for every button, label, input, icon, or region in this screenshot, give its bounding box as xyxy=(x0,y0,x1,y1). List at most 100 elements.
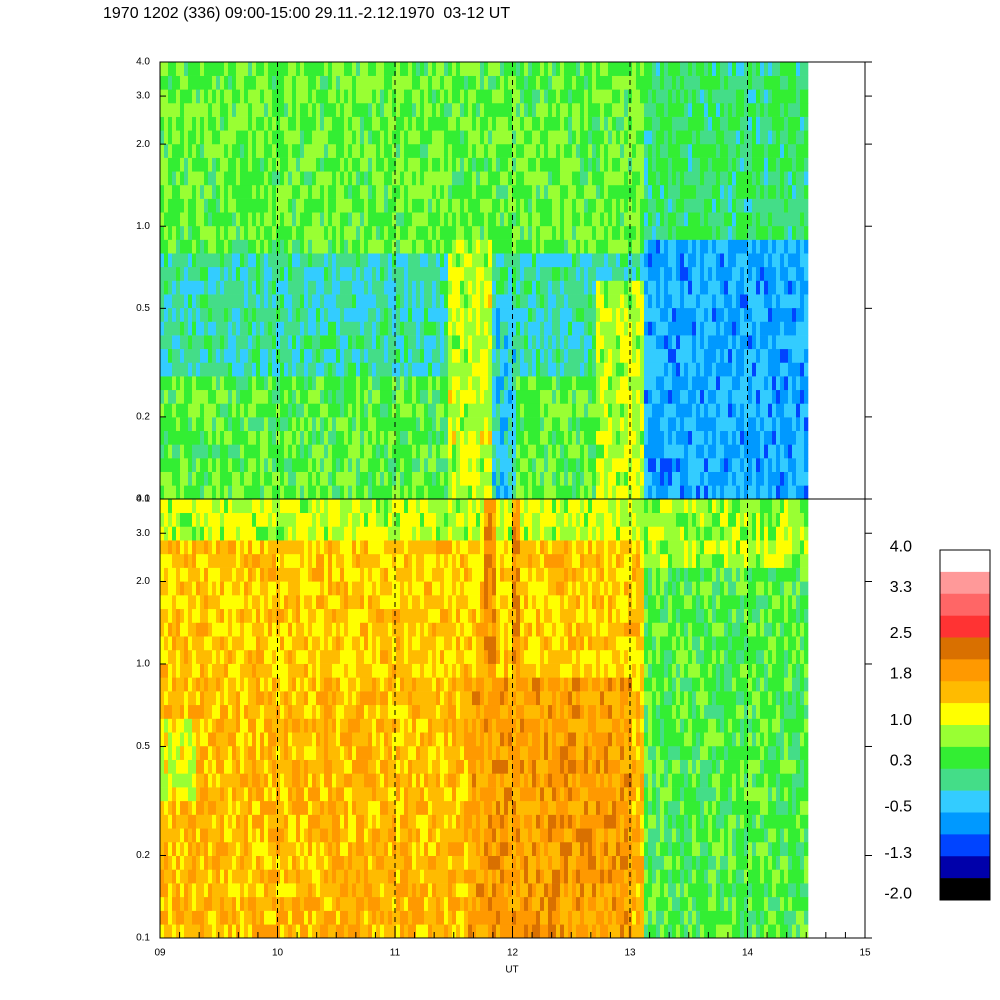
spectrogram-cell xyxy=(260,184,265,199)
spectrogram-cell xyxy=(244,171,249,186)
spectrogram-cell xyxy=(692,485,697,500)
spectrogram-cell xyxy=(428,102,433,117)
spectrogram-cell xyxy=(632,294,637,309)
spectrogram-cell xyxy=(676,444,681,459)
spectrogram-cell xyxy=(756,376,761,391)
spectrogram-cell xyxy=(316,239,321,254)
spectrogram-cell xyxy=(728,280,733,295)
spectrogram-cell xyxy=(240,362,245,377)
spectrogram-cell xyxy=(220,389,225,404)
spectrogram-cell xyxy=(588,198,593,213)
spectrogram-cell xyxy=(456,280,461,295)
spectrogram-cell xyxy=(224,212,229,227)
spectrogram-cell xyxy=(588,403,593,418)
spectrogram-cell xyxy=(756,362,761,377)
spectrogram-cell xyxy=(600,212,605,227)
spectrogram-cell xyxy=(384,198,389,213)
spectrogram-cell xyxy=(728,348,733,363)
spectrogram-cell xyxy=(592,376,597,391)
spectrogram-cell xyxy=(500,321,505,336)
spectrogram-cell xyxy=(560,212,565,227)
spectrogram-cell xyxy=(212,321,217,336)
spectrogram-cell xyxy=(708,212,713,227)
spectrogram-cell xyxy=(600,62,605,76)
spectrogram-cell xyxy=(480,280,485,295)
spectrogram-cell xyxy=(632,335,637,350)
spectrogram-cell xyxy=(284,157,289,172)
spectrogram-cell xyxy=(560,239,565,254)
spectrogram-cell xyxy=(184,253,189,268)
spectrogram-cell xyxy=(324,266,329,281)
spectrogram-cell xyxy=(404,307,409,322)
spectrogram-cell xyxy=(532,102,537,117)
spectrogram-cell xyxy=(328,335,333,350)
spectrogram-cell xyxy=(676,471,681,486)
spectrogram-cell xyxy=(280,266,285,281)
spectrogram-cell xyxy=(668,157,673,172)
spectrogram-cell xyxy=(436,75,441,90)
spectrogram-cell xyxy=(616,89,621,104)
spectrogram-cell xyxy=(540,444,545,459)
spectrogram-cell xyxy=(464,62,469,76)
spectrogram-cell xyxy=(584,444,589,459)
spectrogram-cell xyxy=(352,485,357,500)
spectrogram-cell xyxy=(564,458,569,472)
spectrogram-cell xyxy=(224,362,229,377)
spectrogram-cell xyxy=(284,280,289,295)
spectrogram-cell xyxy=(704,362,709,377)
spectrogram-cell xyxy=(236,417,241,432)
spectrogram-cell xyxy=(440,307,445,322)
spectrogram-cell xyxy=(644,130,649,145)
spectrogram-cell xyxy=(472,389,477,404)
spectrogram-cell xyxy=(512,417,517,432)
spectrogram-cell xyxy=(668,253,673,268)
spectrogram-cell xyxy=(488,485,493,500)
spectrogram-cell xyxy=(484,266,489,281)
spectrogram-cell xyxy=(356,62,361,76)
spectrogram-cell xyxy=(436,184,441,199)
spectrogram-cell xyxy=(692,184,697,199)
spectrogram-cell xyxy=(256,157,261,172)
spectrogram-cell xyxy=(292,212,297,227)
spectrogram-cell xyxy=(228,89,233,104)
spectrogram-cell xyxy=(276,89,281,104)
spectrogram-cell xyxy=(560,471,565,486)
spectrogram-cell xyxy=(472,485,477,500)
spectrogram-cell xyxy=(508,389,513,404)
spectrogram-cell xyxy=(644,403,649,418)
spectrogram-cell xyxy=(528,75,533,90)
spectrogram-cell xyxy=(180,143,185,158)
spectrogram-cell xyxy=(304,225,309,240)
spectrogram-cell xyxy=(272,403,277,418)
spectrogram-cell xyxy=(324,417,329,432)
spectrogram-cell xyxy=(524,485,529,500)
spectrogram-cell xyxy=(460,321,465,336)
spectrogram-cell xyxy=(584,130,589,145)
spectrogram-cell xyxy=(344,239,349,254)
spectrogram-cell xyxy=(316,471,321,486)
spectrogram-cell xyxy=(172,171,177,186)
spectrogram-cell xyxy=(364,403,369,418)
spectrogram-cell xyxy=(444,198,449,213)
spectrogram-cell xyxy=(336,403,341,418)
spectrogram-cell xyxy=(488,376,493,391)
spectrogram-cell xyxy=(360,225,365,240)
spectrogram-cell xyxy=(760,212,765,227)
spectrogram-cell xyxy=(212,157,217,172)
spectrogram-cell xyxy=(368,171,373,186)
spectrogram-cell xyxy=(572,253,577,268)
spectrogram-cell xyxy=(328,239,333,254)
spectrogram-cell xyxy=(720,307,725,322)
spectrogram-cell xyxy=(176,212,181,227)
spectrogram-cell xyxy=(556,198,561,213)
spectrogram-cell xyxy=(240,225,245,240)
spectrogram-cell xyxy=(644,294,649,309)
spectrogram-cell xyxy=(684,307,689,322)
spectrogram-cell xyxy=(512,225,517,240)
spectrogram-cell xyxy=(252,471,257,486)
spectrogram-cell xyxy=(592,485,597,500)
spectrogram-cell xyxy=(596,444,601,459)
spectrogram-cell xyxy=(184,157,189,172)
spectrogram-cell xyxy=(588,362,593,377)
spectrogram-cell xyxy=(572,102,577,117)
